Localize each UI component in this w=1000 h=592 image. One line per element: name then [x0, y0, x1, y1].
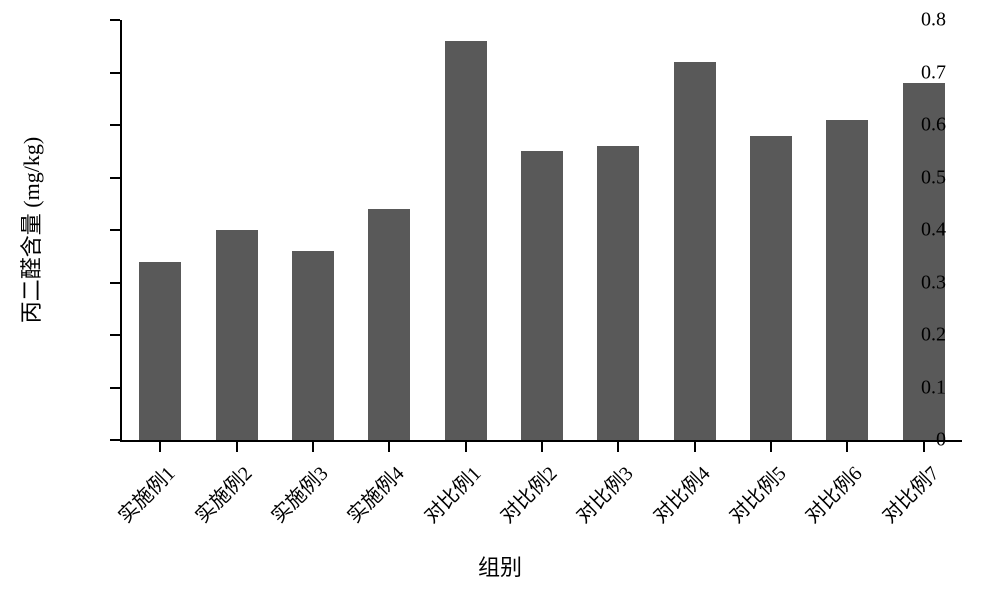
- chart-container: 丙二醛含量 (mg/kg) 00.10.20.30.40.50.60.70.8实…: [0, 0, 1000, 592]
- bar: [826, 120, 868, 440]
- y-tick-label: 0: [936, 429, 946, 452]
- y-tick-label: 0.3: [921, 271, 946, 294]
- bar: [292, 251, 334, 440]
- bar: [368, 209, 410, 440]
- x-tick: [617, 442, 619, 452]
- bar: [597, 146, 639, 440]
- plot-area: 00.10.20.30.40.50.60.70.8实施例1实施例2实施例3实施例…: [120, 20, 962, 442]
- x-tick: [694, 442, 696, 452]
- x-axis-title: 组别: [478, 550, 522, 582]
- x-tick: [541, 442, 543, 452]
- x-tick: [465, 442, 467, 452]
- x-tick: [236, 442, 238, 452]
- y-tick-label: 0.4: [921, 219, 946, 242]
- x-tick: [312, 442, 314, 452]
- y-tick-label: 0.2: [921, 324, 946, 347]
- y-tick: [110, 177, 120, 179]
- y-tick: [110, 439, 120, 441]
- y-tick: [110, 19, 120, 21]
- y-tick: [110, 229, 120, 231]
- bar: [750, 136, 792, 441]
- y-axis-title: 丙二醛含量 (mg/kg): [14, 137, 46, 323]
- y-tick: [110, 387, 120, 389]
- bars-layer: [122, 20, 962, 440]
- y-tick: [110, 282, 120, 284]
- bar: [445, 41, 487, 440]
- x-tick: [923, 442, 925, 452]
- y-tick-label: 0.8: [921, 9, 946, 32]
- bar: [216, 230, 258, 440]
- y-tick: [110, 334, 120, 336]
- y-tick: [110, 124, 120, 126]
- y-tick-label: 0.7: [921, 61, 946, 84]
- y-tick-label: 0.6: [921, 114, 946, 137]
- x-tick: [846, 442, 848, 452]
- x-tick: [159, 442, 161, 452]
- bar: [139, 262, 181, 441]
- y-tick: [110, 72, 120, 74]
- y-tick-label: 0.5: [921, 166, 946, 189]
- x-tick: [388, 442, 390, 452]
- x-tick: [770, 442, 772, 452]
- bar: [674, 62, 716, 440]
- y-tick-label: 0.1: [921, 376, 946, 399]
- bar: [521, 151, 563, 440]
